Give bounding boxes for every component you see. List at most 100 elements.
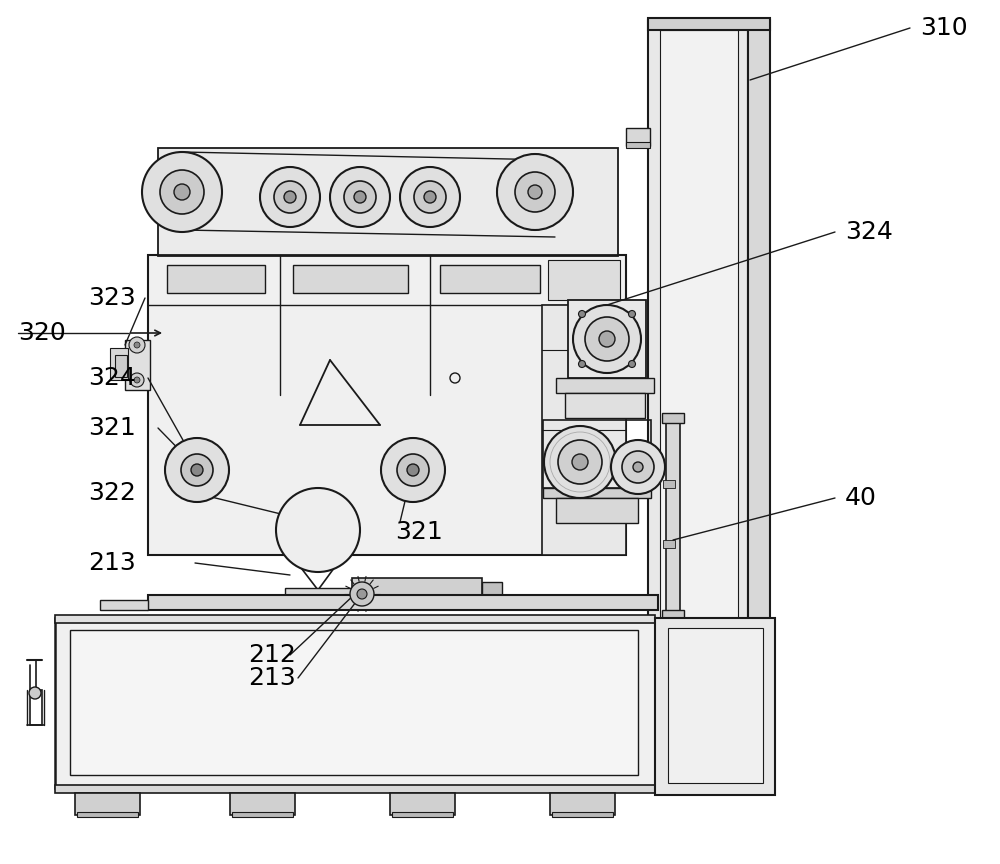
Circle shape (276, 488, 360, 572)
Circle shape (284, 191, 296, 203)
Circle shape (181, 454, 213, 486)
Bar (125, 340, 150, 390)
Bar (55, 618, 655, 788)
Bar (167, 265, 265, 293)
Bar (648, 20, 748, 640)
Bar (663, 540, 675, 548)
Circle shape (633, 462, 643, 472)
Circle shape (191, 464, 203, 476)
Text: 324: 324 (845, 220, 893, 244)
Circle shape (354, 191, 366, 203)
Circle shape (629, 360, 636, 367)
Circle shape (414, 181, 446, 213)
Bar (440, 265, 540, 293)
Bar (158, 148, 618, 256)
Circle shape (622, 451, 654, 483)
Bar (293, 265, 408, 293)
Bar (392, 812, 453, 817)
Bar (30, 690, 42, 725)
Bar (662, 413, 684, 423)
Circle shape (497, 154, 573, 230)
Bar (556, 498, 638, 523)
Circle shape (573, 305, 641, 373)
Bar (148, 255, 626, 555)
Bar (55, 785, 655, 793)
Text: 212: 212 (248, 643, 296, 667)
Text: 40: 40 (845, 486, 877, 510)
Bar (648, 18, 770, 30)
Circle shape (424, 191, 436, 203)
Circle shape (330, 167, 390, 227)
Circle shape (629, 310, 636, 317)
Circle shape (134, 342, 140, 348)
Text: 310: 310 (920, 16, 968, 40)
Circle shape (274, 181, 306, 213)
Circle shape (260, 167, 320, 227)
Text: 321: 321 (395, 520, 443, 544)
Bar (148, 595, 658, 610)
Circle shape (528, 185, 542, 199)
Bar (662, 610, 684, 622)
Text: 321: 321 (88, 416, 136, 440)
Bar (285, 588, 353, 606)
Circle shape (572, 454, 588, 470)
Circle shape (599, 331, 615, 347)
Circle shape (544, 426, 616, 498)
Bar (55, 615, 655, 623)
Circle shape (142, 152, 222, 232)
Circle shape (400, 167, 460, 227)
Bar (626, 142, 650, 148)
Bar (548, 260, 620, 300)
Bar (655, 618, 775, 795)
Text: 323: 323 (88, 286, 136, 310)
Bar (556, 378, 654, 393)
Bar (100, 600, 148, 610)
Circle shape (165, 438, 229, 502)
Bar (550, 793, 615, 815)
Bar (482, 582, 502, 606)
Circle shape (558, 440, 602, 484)
Bar (626, 128, 650, 146)
Bar (663, 480, 675, 488)
Bar (318, 490, 326, 530)
Bar (77, 812, 138, 817)
Text: 213: 213 (88, 551, 136, 575)
Bar (230, 793, 295, 815)
Circle shape (407, 464, 419, 476)
Bar (75, 793, 140, 815)
Bar (390, 793, 455, 815)
Circle shape (160, 170, 204, 214)
Circle shape (611, 440, 665, 494)
Bar (543, 488, 651, 498)
Bar (552, 812, 613, 817)
Bar (668, 628, 763, 783)
Circle shape (344, 181, 376, 213)
Circle shape (397, 454, 429, 486)
Bar (352, 578, 482, 610)
Text: 322: 322 (88, 481, 136, 505)
Bar (232, 812, 293, 817)
Bar (666, 415, 680, 635)
Circle shape (174, 184, 190, 200)
Circle shape (578, 310, 586, 317)
Bar (660, 30, 738, 630)
Text: 320: 320 (18, 321, 66, 345)
Bar (543, 420, 651, 488)
Bar (568, 300, 646, 378)
Circle shape (381, 438, 445, 502)
Text: 213: 213 (248, 666, 296, 690)
Bar (70, 630, 638, 775)
Bar (110, 348, 128, 380)
Text: 324: 324 (88, 366, 136, 390)
Bar (542, 305, 626, 555)
Circle shape (515, 172, 555, 212)
Circle shape (129, 337, 145, 353)
Circle shape (350, 582, 374, 606)
Circle shape (578, 360, 586, 367)
Circle shape (134, 377, 140, 383)
Circle shape (357, 589, 367, 599)
Bar (565, 393, 645, 418)
Circle shape (130, 373, 144, 387)
Circle shape (29, 687, 41, 699)
Circle shape (585, 317, 629, 361)
